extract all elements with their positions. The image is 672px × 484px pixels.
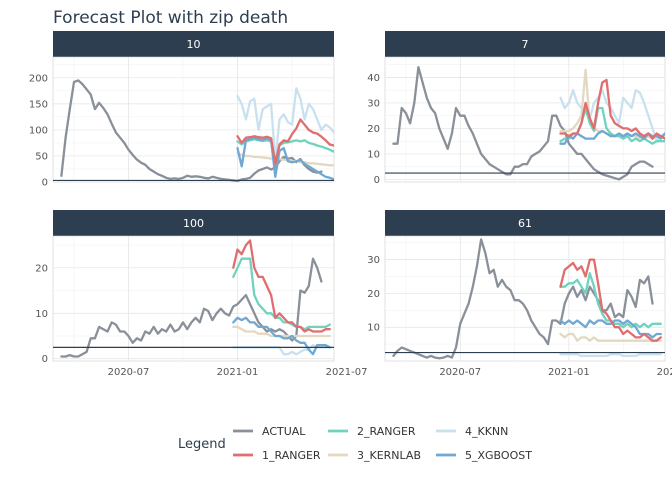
legend-label: 5_XGBOOST [465, 449, 532, 462]
y-tick-label: 0 [374, 175, 380, 186]
y-tick-label: 150 [29, 99, 48, 110]
y-tick-label: 200 [29, 73, 48, 84]
panel-strip-label: 100 [183, 217, 204, 230]
y-tick-label: 20 [35, 263, 48, 274]
y-tick-label: 10 [35, 309, 48, 320]
x-tick-label: 2021-01 [548, 367, 590, 378]
x-tick-label: 2020-07 [108, 367, 150, 378]
panel-strip [53, 210, 334, 236]
series-line-1_RANGER [236, 118, 334, 165]
panel-strip [53, 31, 334, 57]
panel-strip [385, 210, 665, 236]
y-tick-label: 100 [29, 125, 48, 136]
series-line-1_RANGER [559, 258, 662, 342]
y-tick-label: 10 [367, 323, 380, 334]
series-line-4_KKNN [559, 89, 665, 143]
y-tick-label: 20 [367, 289, 380, 300]
y-tick-label: 20 [367, 124, 380, 135]
gridlines [53, 236, 334, 361]
panel-61: 61 10 20 30 2020-07 2021-01 2021-07 [367, 210, 672, 378]
series-line-4_KKNN [236, 87, 334, 163]
y-tick-label: 0 [42, 178, 48, 189]
x-tick-label: 2021-07 [657, 367, 672, 378]
legend-item-3_kernlab: 3_KERNLAB [328, 449, 421, 462]
gridlines [385, 57, 665, 182]
panel-plot-area [384, 56, 666, 183]
series-line-4_KKNN [559, 353, 662, 358]
legend-item-4_kknn: 4_KKNN [436, 425, 508, 438]
series-line-1_RANGER [559, 78, 665, 140]
y-tick-label: 40 [367, 73, 380, 84]
legend-item-actual: ACTUAL [233, 425, 306, 438]
series-line-ACTUAL [392, 238, 654, 360]
legend-label: 1_RANGER [262, 449, 321, 462]
panel-7: 7 0 10 20 30 40 [367, 31, 666, 186]
series-line-2_RANGER [232, 257, 331, 331]
legend-item-5_xgboost: 5_XGBOOST [436, 449, 532, 462]
panel-strip [385, 31, 665, 57]
legend-item-2_ranger: 2_RANGER [328, 425, 416, 438]
legend-title: Legend [178, 437, 226, 452]
gridlines [385, 236, 665, 361]
legend-label: 2_RANGER [357, 425, 416, 438]
panel-100: 100 0 10 20 2020-07 2021-01 2021-07 [35, 210, 368, 378]
panel-plot-area [52, 235, 335, 362]
series-line-5_XGBOOST [232, 316, 331, 356]
series-line-ACTUAL [60, 257, 323, 358]
x-tick-label: 2020-07 [439, 367, 481, 378]
x-tick-label: 2021-01 [217, 367, 259, 378]
y-tick-label: 0 [42, 354, 48, 365]
series-line-2_RANGER [236, 138, 334, 163]
panel-strip-label: 7 [522, 38, 529, 51]
y-tick-label: 30 [367, 98, 380, 109]
x-tick-label: 2021-07 [326, 367, 368, 378]
series-line-ACTUAL [392, 66, 654, 181]
legend-item-1_ranger: 1_RANGER [233, 449, 321, 462]
panel-strip-label: 10 [187, 38, 201, 51]
series-line-3_KERNLAB [559, 332, 662, 342]
y-tick-label: 10 [367, 149, 380, 160]
y-tick-label: 50 [35, 151, 48, 162]
legend-label: 3_KERNLAB [357, 449, 421, 462]
legend-label: ACTUAL [262, 425, 306, 438]
series-line-1_RANGER [232, 239, 331, 333]
chart-title: Forecast Plot with zip death [53, 8, 288, 28]
legend: Legend ACTUAL 1_RANGER 2_RANGER 3_KERNLAB 4_… [178, 425, 532, 462]
legend-label: 4_KKNN [465, 425, 508, 438]
series-line-5_XGBOOST [236, 136, 334, 181]
y-tick-label: 30 [367, 255, 380, 266]
panel-strip-label: 61 [518, 217, 532, 230]
